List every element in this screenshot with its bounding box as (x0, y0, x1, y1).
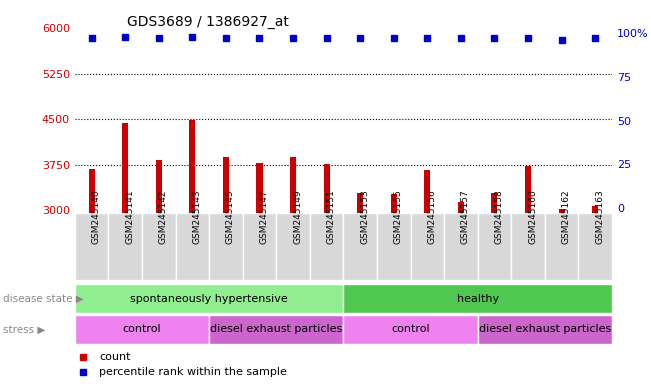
Text: percentile rank within the sample: percentile rank within the sample (99, 367, 287, 377)
Text: GSM245140: GSM245140 (92, 189, 101, 244)
Bar (492, 192, 497, 213)
Bar (243, 213, 276, 280)
Bar (223, 157, 229, 213)
Text: stress ▶: stress ▶ (3, 324, 46, 334)
Text: GSM245147: GSM245147 (260, 189, 268, 244)
Bar (209, 213, 243, 280)
Bar (75, 213, 109, 280)
Text: disease state ▶: disease state ▶ (3, 293, 84, 304)
Bar (122, 123, 128, 213)
Text: GSM245149: GSM245149 (293, 189, 302, 244)
Text: count: count (99, 352, 131, 362)
Bar (256, 163, 262, 213)
Text: GSM245153: GSM245153 (360, 189, 369, 244)
Bar (142, 213, 176, 280)
Bar (525, 166, 531, 213)
Bar (391, 194, 396, 213)
Text: GSM245163: GSM245163 (595, 189, 604, 244)
Text: control: control (391, 324, 430, 334)
Bar (377, 213, 411, 280)
Bar (156, 161, 162, 213)
Bar (209, 315, 344, 344)
Bar (276, 213, 310, 280)
Bar (357, 192, 363, 213)
Text: GSM245141: GSM245141 (125, 189, 134, 244)
Bar (444, 213, 478, 280)
Text: diesel exhaust particles: diesel exhaust particles (478, 324, 611, 334)
Bar (324, 164, 329, 213)
Text: diesel exhaust particles: diesel exhaust particles (210, 324, 342, 334)
Text: GSM245151: GSM245151 (327, 189, 336, 244)
Text: spontaneously hypertensive: spontaneously hypertensive (130, 293, 288, 304)
Bar (109, 213, 142, 280)
Text: GSM245160: GSM245160 (528, 189, 537, 244)
Text: GSM245155: GSM245155 (394, 189, 403, 244)
Text: GSM245142: GSM245142 (159, 189, 168, 244)
Bar (290, 157, 296, 213)
Bar (344, 284, 612, 313)
Bar (424, 170, 430, 213)
Bar (559, 209, 564, 213)
Bar (189, 120, 195, 213)
Bar (176, 213, 209, 280)
Bar (344, 213, 377, 280)
Text: GSM245145: GSM245145 (226, 189, 235, 244)
Text: GSM245157: GSM245157 (461, 189, 470, 244)
Text: healthy: healthy (456, 293, 499, 304)
Text: GSM245156: GSM245156 (427, 189, 436, 244)
Bar (75, 284, 344, 313)
Text: control: control (122, 324, 161, 334)
Text: GDS3689 / 1386927_at: GDS3689 / 1386927_at (127, 15, 289, 29)
Bar (344, 315, 478, 344)
Bar (592, 207, 598, 213)
Bar (310, 213, 344, 280)
Text: GSM245143: GSM245143 (192, 189, 201, 244)
Bar (545, 213, 578, 280)
Bar (511, 213, 545, 280)
Text: GSM245162: GSM245162 (562, 189, 570, 244)
Bar (458, 202, 464, 213)
Bar (89, 169, 94, 213)
Bar (478, 315, 612, 344)
Bar (578, 213, 612, 280)
Bar (411, 213, 444, 280)
Bar (75, 315, 209, 344)
Bar (478, 213, 511, 280)
Text: GSM245158: GSM245158 (495, 189, 503, 244)
